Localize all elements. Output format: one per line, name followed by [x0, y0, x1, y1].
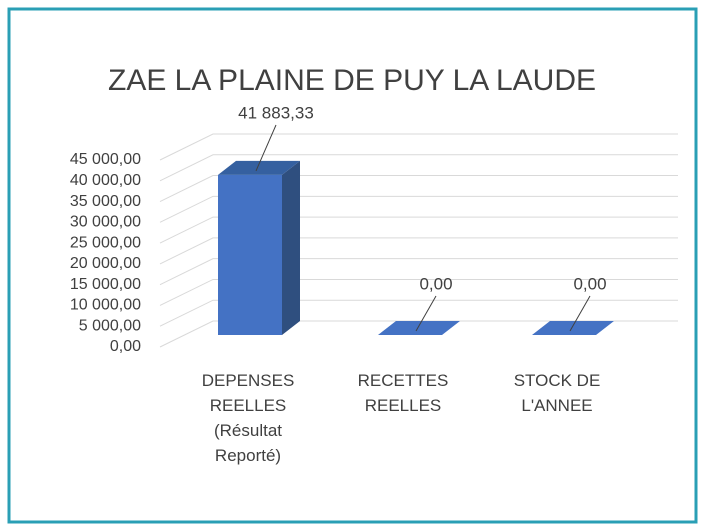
data-label: 0,00	[573, 274, 606, 293]
bar-top	[532, 321, 614, 335]
grid-line	[159, 320, 678, 348]
data-label: 0,00	[419, 274, 452, 293]
grid-line	[159, 195, 678, 223]
y-tick-label: 30 000,00	[70, 214, 141, 231]
x-tick-label: STOCK DE L'ANNEE	[513, 371, 601, 415]
bar-side	[282, 160, 300, 335]
grid-line	[159, 175, 678, 203]
x-tick-label: DEPENSES REELLES (Résultat Reporté)	[201, 371, 295, 465]
x-tick-label: RECETTES REELLES	[357, 371, 449, 415]
grid-line	[159, 237, 678, 265]
y-tick-label: 25 000,00	[70, 234, 141, 251]
grid-line	[159, 278, 678, 306]
grid-line	[159, 154, 678, 182]
leader-line	[255, 124, 277, 172]
grid-line	[159, 258, 678, 286]
frame	[7, 7, 698, 524]
leader-line	[569, 295, 591, 332]
data-label: 41 883,33	[238, 103, 314, 122]
grid-line	[159, 133, 678, 161]
chart-title: ZAE LA PLAINE DE PUY LA LAUDE	[108, 64, 596, 97]
y-tick-label: 35 000,00	[70, 193, 141, 210]
bar-front	[218, 174, 282, 335]
y-tick-label: 5 000,00	[79, 317, 141, 334]
y-tick-label: 45 000,00	[70, 151, 141, 168]
y-tick-label: 40 000,00	[70, 172, 141, 189]
bar-top	[378, 321, 460, 335]
y-tick-label: 10 000,00	[70, 297, 141, 314]
leader-line	[415, 295, 437, 332]
y-tick-label: 0,00	[110, 338, 141, 355]
bar-top	[218, 160, 300, 175]
grid-line	[159, 216, 678, 244]
grid-line	[159, 299, 678, 327]
y-tick-label: 15 000,00	[70, 276, 141, 293]
y-tick-label: 20 000,00	[70, 255, 141, 272]
